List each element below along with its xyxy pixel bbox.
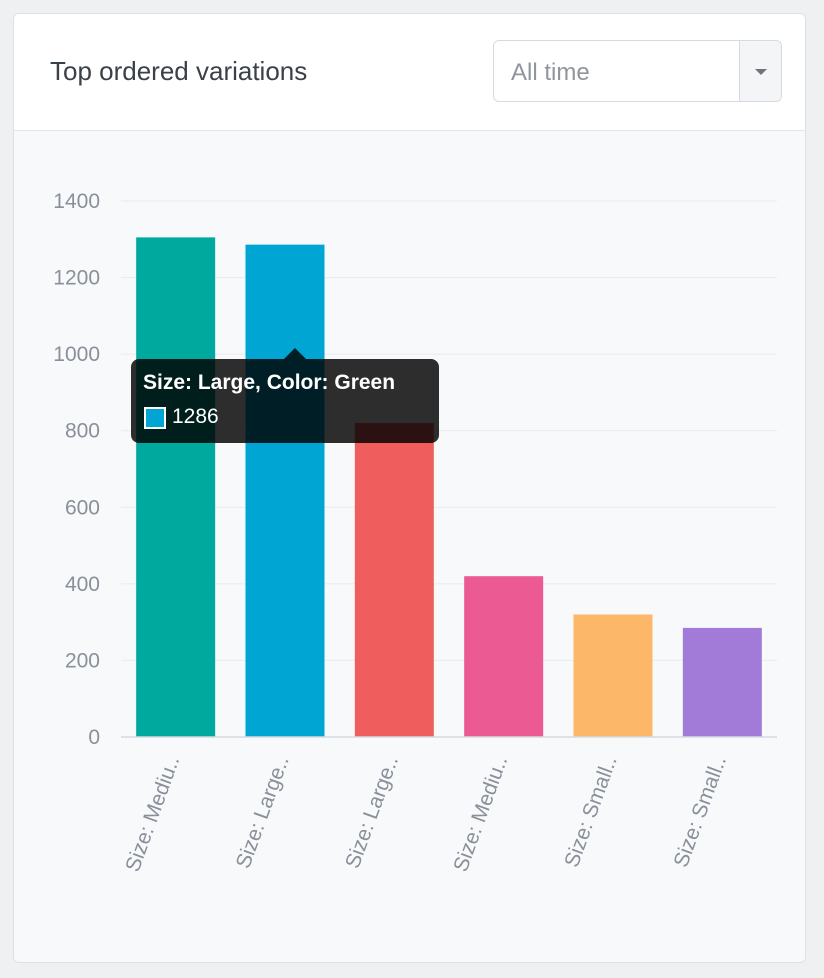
y-tick-label: 1200 xyxy=(53,267,100,290)
x-category-label: Size: Mediu.. xyxy=(449,753,512,875)
y-tick-label: 1000 xyxy=(53,343,100,366)
bar[interactable] xyxy=(136,237,216,737)
bar[interactable] xyxy=(573,614,653,737)
y-axis-ticks: 0 200 400 600 800 1000 1200 1400 xyxy=(53,190,100,749)
y-tick-label: 400 xyxy=(65,573,100,596)
bar[interactable] xyxy=(464,576,544,737)
x-category-label: Size: Large.. xyxy=(232,753,294,872)
dropdown-toggle[interactable] xyxy=(739,41,781,101)
caret-down-icon xyxy=(755,69,767,75)
chart-area: 0 200 400 600 800 1000 1200 1400 Size: Mediu.. S… xyxy=(14,131,805,962)
x-category-label: Size: Small.. xyxy=(670,753,732,871)
chart-tooltip: Size: Large, Color: Green 1286 xyxy=(131,348,439,443)
x-category-label: Size: Mediu.. xyxy=(121,753,184,875)
card-title: Top ordered variations xyxy=(50,56,308,86)
y-tick-label: 800 xyxy=(65,420,100,443)
bar[interactable] xyxy=(354,423,434,737)
x-category-label: Size: Small.. xyxy=(560,753,622,871)
tooltip-arrow xyxy=(284,348,306,359)
tooltip-color-swatch xyxy=(144,407,166,429)
y-tick-label: 600 xyxy=(65,496,100,519)
date-range-value: All time xyxy=(511,59,590,86)
tooltip-title: Size: Large, Color: Green xyxy=(143,371,396,394)
x-axis-labels: Size: Mediu.. Size: Large.. Size: Large.. S… xyxy=(121,753,731,875)
top-ordered-variations-card: Top ordered variations All time 0 200 400 6… xyxy=(13,13,806,963)
tooltip-value: 1286 xyxy=(172,405,219,428)
x-category-label: Size: Large.. xyxy=(341,753,403,872)
y-tick-label: 1400 xyxy=(53,190,100,213)
bar[interactable] xyxy=(245,244,325,737)
bar[interactable] xyxy=(682,627,762,737)
bars xyxy=(136,237,762,737)
y-tick-label: 0 xyxy=(88,726,100,749)
y-tick-label: 200 xyxy=(65,649,100,672)
card-header: Top ordered variations All time xyxy=(14,14,805,131)
date-range-select[interactable]: All time xyxy=(493,40,782,102)
